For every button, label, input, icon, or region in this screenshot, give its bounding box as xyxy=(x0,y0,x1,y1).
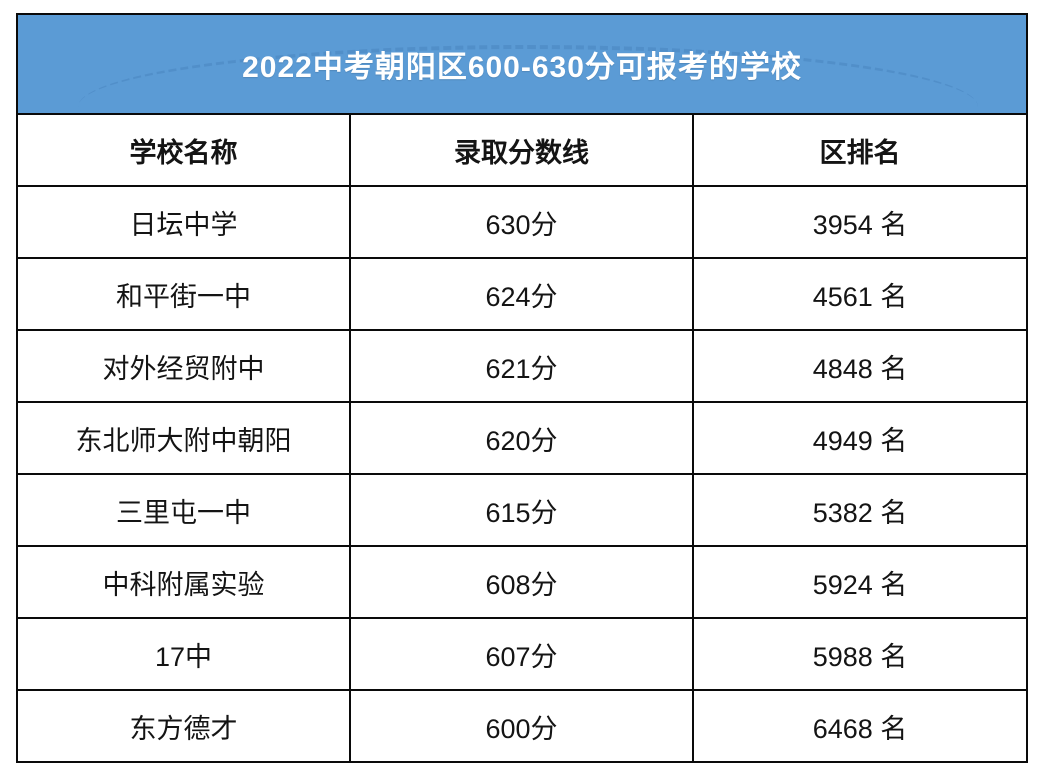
table-row: 东北师大附中朝阳 620分 4949 名 xyxy=(16,401,1028,475)
page-title: 2022中考朝阳区600-630分可报考的学校 xyxy=(242,51,802,84)
table-row: 中科附属实验 608分 5924 名 xyxy=(16,545,1028,619)
school-name-cell: 东北师大附中朝阳 xyxy=(16,401,351,475)
school-name-cell: 和平街一中 xyxy=(16,257,351,331)
table-row: 日坛中学 630分 3954 名 xyxy=(16,185,1028,259)
rank-cell: 5382 名 xyxy=(692,473,1028,547)
score-cell: 624分 xyxy=(349,257,694,331)
rank-cell: 4561 名 xyxy=(692,257,1028,331)
rank-cell: 4949 名 xyxy=(692,401,1028,475)
title-banner: 2022中考朝阳区600-630分可报考的学校 xyxy=(16,13,1028,113)
table-row: 三里屯一中 615分 5382 名 xyxy=(16,473,1028,547)
table-row: 17中 607分 5988 名 xyxy=(16,617,1028,691)
table-row: 东方德才 600分 6468 名 xyxy=(16,689,1028,763)
school-name-cell: 东方德才 xyxy=(16,689,351,763)
header-district-rank: 区排名 xyxy=(692,113,1028,187)
table-row: 对外经贸附中 621分 4848 名 xyxy=(16,329,1028,403)
rank-cell: 6468 名 xyxy=(692,689,1028,763)
header-score-line: 录取分数线 xyxy=(349,113,694,187)
score-cell: 608分 xyxy=(349,545,694,619)
header-school-name: 学校名称 xyxy=(16,113,351,187)
school-name-cell: 三里屯一中 xyxy=(16,473,351,547)
header-row: 学校名称 录取分数线 区排名 xyxy=(16,113,1028,187)
school-name-cell: 日坛中学 xyxy=(16,185,351,259)
watermark-arc xyxy=(78,45,978,113)
schools-table: 学校名称 录取分数线 区排名 日坛中学 630分 3954 名和平街一中 624分 45… xyxy=(16,113,1028,763)
rank-cell: 4848 名 xyxy=(692,329,1028,403)
school-name-cell: 17中 xyxy=(16,617,351,691)
score-cell: 607分 xyxy=(349,617,694,691)
score-cell: 620分 xyxy=(349,401,694,475)
score-cell: 615分 xyxy=(349,473,694,547)
rank-cell: 5988 名 xyxy=(692,617,1028,691)
school-name-cell: 中科附属实验 xyxy=(16,545,351,619)
rank-cell: 3954 名 xyxy=(692,185,1028,259)
score-cell: 600分 xyxy=(349,689,694,763)
table-row: 和平街一中 624分 4561 名 xyxy=(16,257,1028,331)
score-cell: 630分 xyxy=(349,185,694,259)
rank-cell: 5924 名 xyxy=(692,545,1028,619)
school-name-cell: 对外经贸附中 xyxy=(16,329,351,403)
table-sheet: 2022中考朝阳区600-630分可报考的学校 学校名称 录取分数线 区排名 日… xyxy=(16,13,1028,763)
score-cell: 621分 xyxy=(349,329,694,403)
